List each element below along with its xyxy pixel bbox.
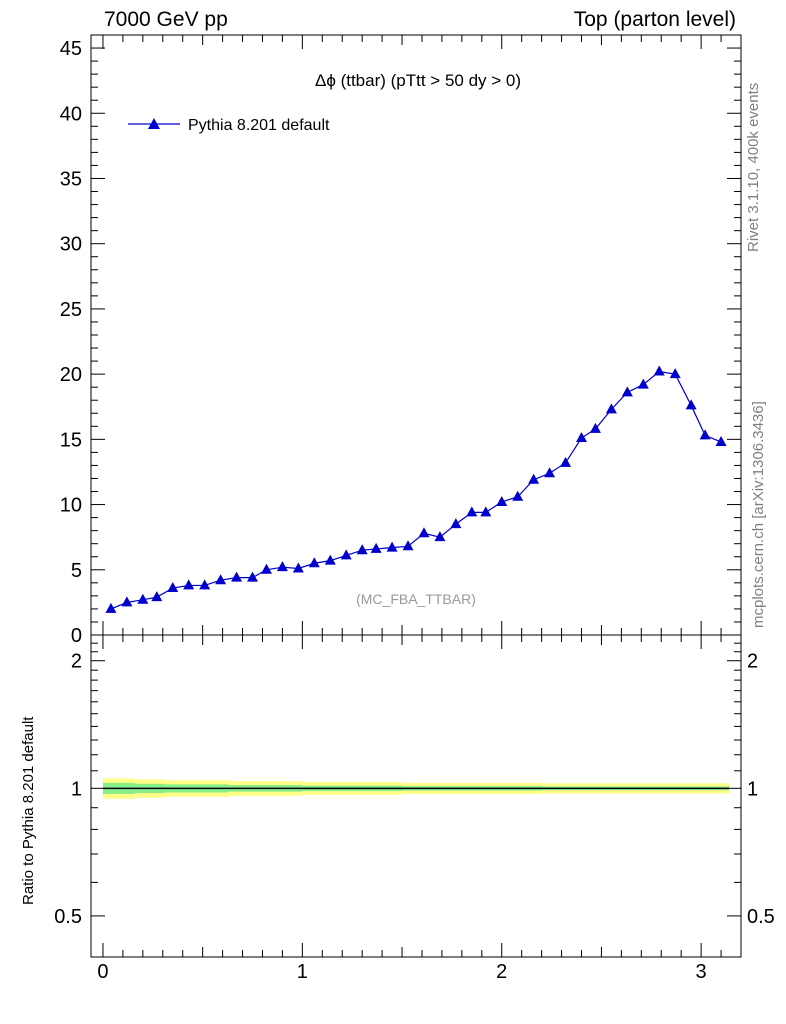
data-point-marker bbox=[669, 368, 681, 379]
data-point-marker bbox=[560, 456, 572, 467]
data-point-marker bbox=[418, 527, 430, 538]
data-point-marker bbox=[402, 540, 414, 551]
main-y-tick-label: 0 bbox=[71, 625, 82, 647]
data-point-marker bbox=[685, 399, 697, 410]
ratio-y-tick-label-right: 1 bbox=[747, 778, 758, 800]
data-point-marker bbox=[247, 571, 259, 582]
header-collision-energy: 7000 GeV pp bbox=[104, 8, 228, 31]
ratio-y-tick-label-right: 2 bbox=[747, 651, 758, 673]
ratio-y-tick-label-left: 1 bbox=[71, 778, 82, 800]
ratio-y-axis-label: Ratio to Pythia 8.201 default bbox=[20, 716, 37, 905]
data-point-marker bbox=[231, 571, 243, 582]
data-point-marker bbox=[260, 563, 272, 574]
data-point-marker bbox=[340, 549, 352, 560]
data-point-marker bbox=[292, 562, 304, 573]
data-point-marker bbox=[589, 422, 601, 433]
data-point-marker bbox=[105, 602, 117, 613]
main-y-tick-label: 10 bbox=[60, 495, 82, 517]
data-point-marker bbox=[466, 506, 478, 517]
chart-title: Δϕ (ttbar) (pTtt > 50 dy > 0) bbox=[315, 71, 521, 90]
data-point-marker bbox=[605, 403, 617, 414]
data-point-marker bbox=[183, 579, 195, 590]
main-y-tick-label: 15 bbox=[60, 429, 82, 451]
x-tick-label: 1 bbox=[297, 961, 308, 983]
data-point-marker bbox=[324, 554, 336, 565]
data-point-marker bbox=[308, 557, 320, 568]
data-point-marker bbox=[121, 596, 133, 607]
x-tick-label: 2 bbox=[496, 961, 507, 983]
ratio-plot-frame bbox=[90, 634, 742, 958]
data-point-marker bbox=[356, 544, 368, 555]
data-point-marker bbox=[575, 432, 587, 443]
data-series bbox=[105, 365, 727, 613]
legend-label: Pythia 8.201 default bbox=[188, 117, 330, 134]
data-point-marker bbox=[167, 582, 179, 593]
data-point-marker bbox=[496, 495, 508, 506]
data-point-marker bbox=[699, 429, 711, 440]
main-y-tick-label: 5 bbox=[71, 560, 82, 582]
data-point-marker bbox=[653, 365, 665, 376]
main-y-tick-label: 40 bbox=[60, 103, 82, 125]
data-point-marker bbox=[528, 473, 540, 484]
data-point-marker bbox=[621, 386, 633, 397]
data-point-marker bbox=[544, 467, 556, 478]
data-point-marker bbox=[450, 518, 462, 529]
main-y-tick-label: 25 bbox=[60, 299, 82, 321]
mcplots-label: mcplots.cern.ch [arXiv:1306.3436] bbox=[750, 401, 767, 628]
rivet-version-label: Rivet 3.1.10, 400k events bbox=[745, 82, 762, 252]
data-point-marker bbox=[715, 435, 727, 446]
data-point-marker bbox=[199, 579, 211, 590]
ratio-uncertainty-bands bbox=[102, 778, 730, 799]
header-process: Top (parton level) bbox=[573, 8, 736, 31]
legend-marker-triangle bbox=[148, 118, 160, 129]
plot-frames bbox=[90, 34, 742, 958]
data-point-marker bbox=[276, 561, 288, 572]
data-point-marker bbox=[480, 506, 492, 517]
data-point-marker bbox=[137, 593, 149, 604]
data-point-marker bbox=[386, 541, 398, 552]
main-y-tick-label: 30 bbox=[60, 234, 82, 256]
axis-ticks bbox=[91, 34, 742, 958]
analysis-watermark: (MC_FBA_TTBAR) bbox=[356, 591, 476, 607]
data-point-marker bbox=[215, 574, 227, 585]
data-point-marker bbox=[434, 531, 446, 542]
data-point-marker bbox=[151, 591, 163, 602]
main-y-tick-label: 20 bbox=[60, 364, 82, 386]
ratio-y-tick-label-left: 0.5 bbox=[54, 906, 82, 928]
main-y-tick-label: 45 bbox=[60, 38, 82, 60]
x-tick-label: 3 bbox=[696, 961, 707, 983]
data-point-marker bbox=[512, 490, 524, 501]
ratio-y-tick-label-left: 2 bbox=[71, 651, 82, 673]
series-line bbox=[110, 370, 722, 610]
main-y-tick-label: 35 bbox=[60, 168, 82, 190]
ratio-y-tick-label-right: 0.5 bbox=[747, 906, 775, 928]
legend: Pythia 8.201 default bbox=[128, 117, 330, 134]
data-point-marker bbox=[637, 378, 649, 389]
tick-labels: 0 5 10 15 20 25 30 35 40 45 0 1 2 3 0.5 0.5 1 1 2 2 bbox=[54, 38, 775, 983]
x-tick-label: 0 bbox=[97, 961, 108, 983]
data-point-marker bbox=[370, 542, 382, 553]
